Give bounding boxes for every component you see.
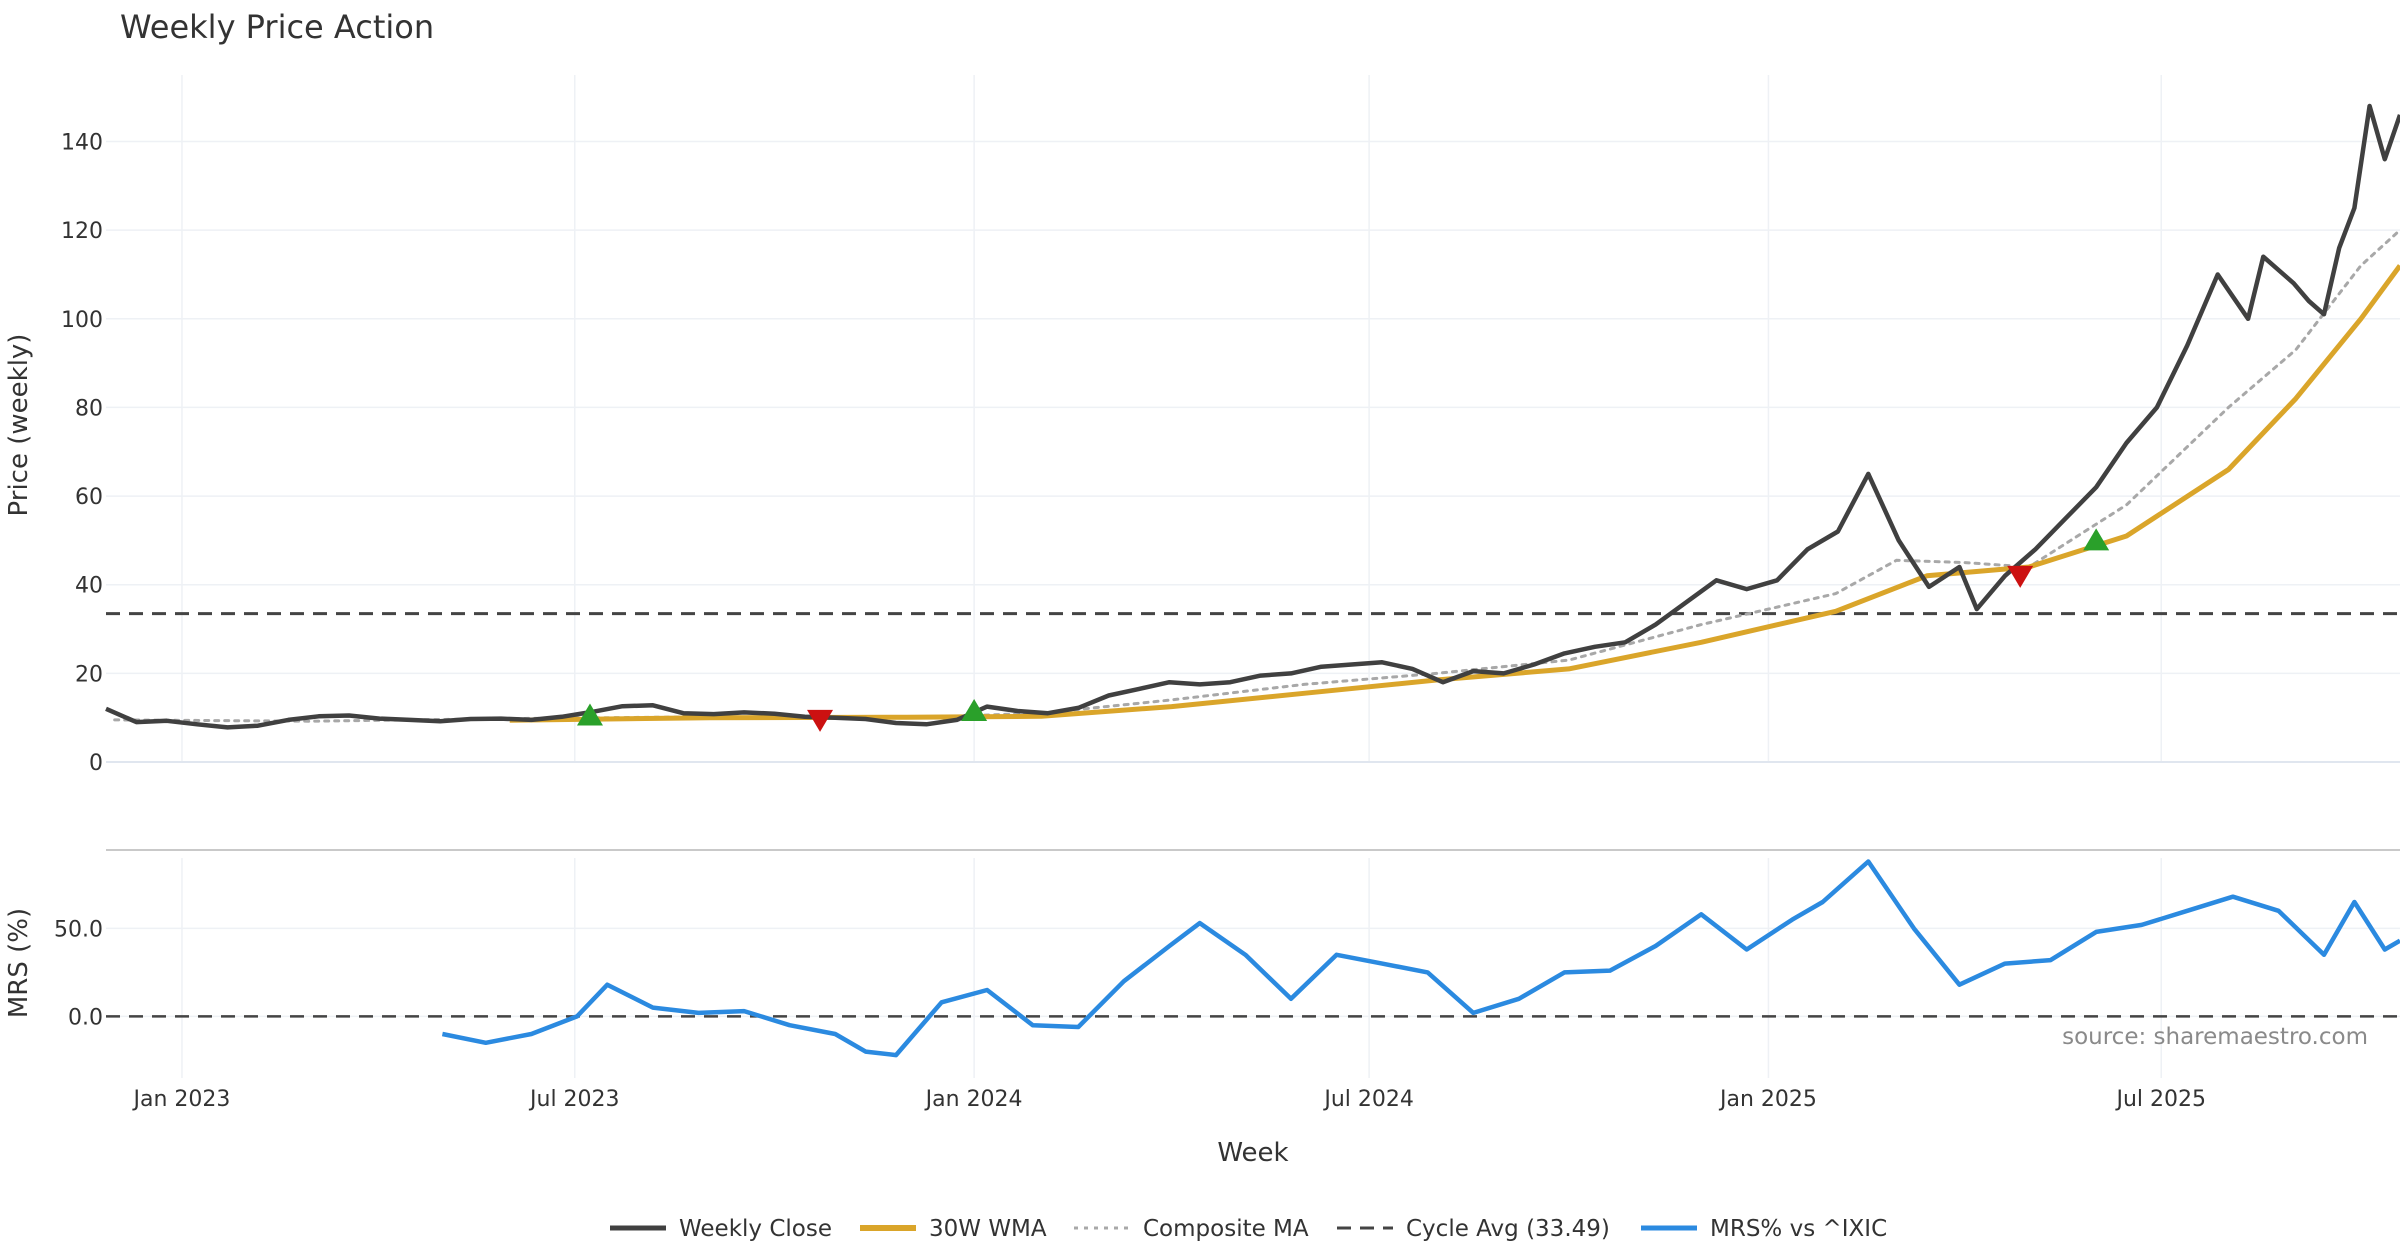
- legend-item-label: MRS% vs ^IXIC: [1710, 1216, 1887, 1242]
- sell-signal-marker: [807, 709, 834, 732]
- weekly-close-line: [105, 103, 2400, 730]
- price-y-tick-label: 100: [61, 308, 103, 333]
- legend-item-label: 30W WMA: [929, 1216, 1047, 1242]
- x-axis-title: Week: [1217, 1138, 1288, 1168]
- source-label: source: sharemaestro.com: [2062, 1024, 2368, 1050]
- price-y-tick-label: 140: [61, 130, 103, 155]
- mrs-y-tick-label: 50.0: [54, 917, 103, 942]
- price-axis-title: Price (weekly): [4, 334, 34, 517]
- legend-item-label: Composite MA: [1143, 1216, 1309, 1242]
- price-y-tick-label: 60: [75, 485, 103, 510]
- price-y-tick-label: 120: [61, 219, 103, 244]
- x-tick-label: Jan 2024: [924, 1087, 1023, 1112]
- buy-signal-marker: [961, 699, 988, 722]
- mrs-y-tick-label: 0.0: [68, 1005, 103, 1030]
- x-tick-label: Jul 2024: [1322, 1087, 1414, 1112]
- x-tick-label: Jan 2025: [1718, 1087, 1817, 1112]
- composite-ma-line: [113, 228, 2400, 723]
- price-y-tick-label: 80: [75, 396, 103, 421]
- x-tick-label: Jan 2023: [132, 1087, 231, 1112]
- legend-item-label: Weekly Close: [679, 1216, 832, 1242]
- price-y-tick-label: 20: [75, 662, 103, 687]
- price-y-tick-label: 40: [75, 574, 103, 599]
- chart-title: Weekly Price Action: [120, 8, 434, 46]
- sell-signal-marker: [2007, 565, 2034, 588]
- grid-layer: [106, 75, 2400, 1078]
- mrs-axis-title: MRS (%): [4, 908, 34, 1018]
- legend: Weekly Close 30W WMA Composite MA Cycle Avg…: [610, 1216, 1887, 1242]
- mrs-panel: 0.0 50.0: [54, 859, 2400, 1058]
- x-tick-label: Jul 2025: [2115, 1087, 2207, 1112]
- x-axis: Jan 2023 Jul 2023 Jan 2024 Jul 2024 Jan 2025…: [132, 1087, 2207, 1112]
- wma-30w-line: [509, 264, 2400, 723]
- mrs-line: [441, 859, 2400, 1058]
- buy-signal-marker: [576, 703, 603, 726]
- buy-signal-marker: [2083, 528, 2110, 551]
- x-tick-label: Jul 2023: [528, 1087, 620, 1112]
- legend-item-label: Cycle Avg (33.49): [1406, 1216, 1610, 1242]
- price-y-tick-label: 0: [89, 751, 103, 776]
- price-panel: 0 20 40 60 80 100 120 140: [61, 103, 2400, 776]
